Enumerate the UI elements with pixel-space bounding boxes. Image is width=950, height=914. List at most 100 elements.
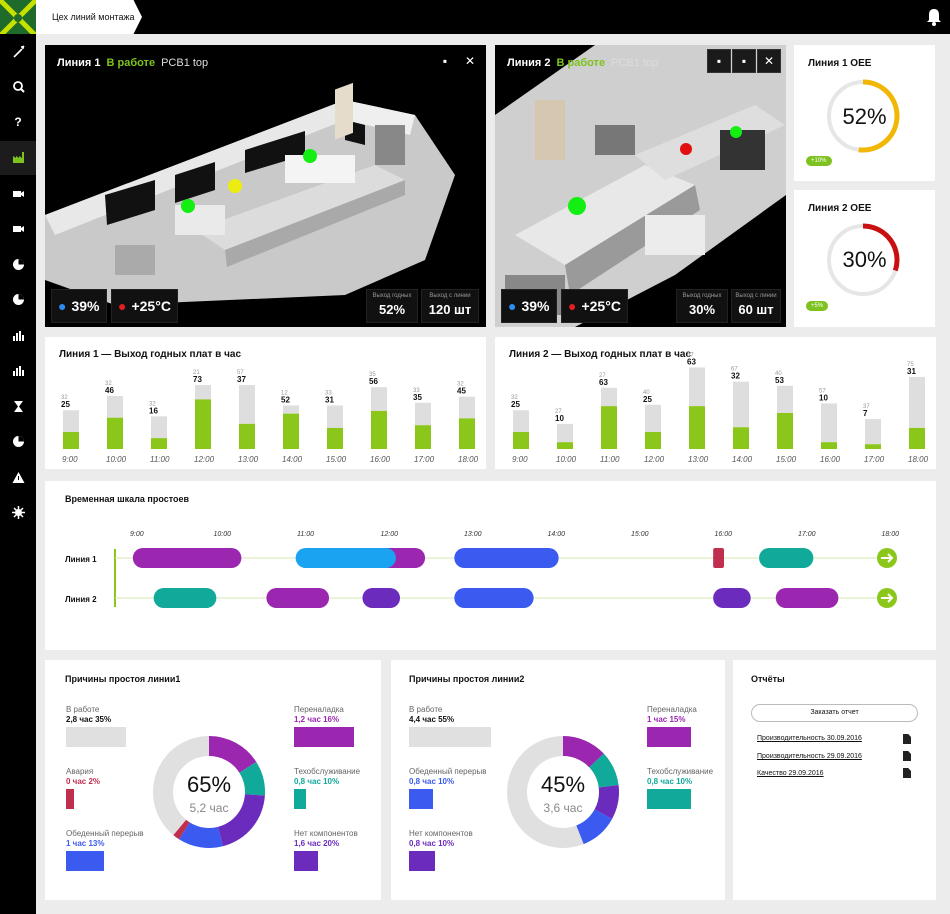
chart-title: Линия 2 — Выход годных плат в час [509,349,692,360]
oee-gauge [827,79,900,153]
sidebar-item-search[interactable] [0,70,36,104]
close-icon[interactable]: ✕ [757,49,781,73]
x-tick-label: 11:00 [600,455,620,464]
sidebar-item-magic-wand[interactable] [0,34,36,68]
sidebar-item-bar-chart[interactable] [0,318,36,352]
search-icon [12,81,25,93]
bar-good [689,406,705,449]
sidebar-item-camera[interactable] [0,212,36,246]
bar-total [239,385,255,424]
sidebar-item-camera[interactable] [0,176,36,210]
temperature-stat: ● +25°C [561,289,628,323]
sidebar-item-warning[interactable] [0,460,36,494]
bar-total-label: 33 [413,388,420,394]
bar-good-label: 16 [149,406,158,415]
sidebar-item-pie-chart[interactable] [0,247,36,281]
camera-icon [12,226,24,232]
bar-good [371,410,387,449]
oee-gauge [827,223,900,296]
x-tick-label: 18:00 [908,455,929,464]
camera-icon[interactable]: ▪ [732,49,756,73]
downtime-segment[interactable] [132,548,242,568]
machine-status-dot[interactable] [730,126,742,138]
donut-slice [594,784,619,819]
bar-good [63,432,79,449]
sidebar-item-help[interactable]: ? [0,105,36,139]
arrow-right-icon-glyph [881,593,894,603]
legend-name: Переналадка [647,705,697,714]
line-program: PCB1 top [611,57,659,69]
downtime-segment[interactable] [759,548,814,568]
x-tick-label: 9:00 [62,455,78,464]
hour-label: 16:00 [715,531,733,538]
report-link[interactable]: Производительность 29.09.2016 [757,753,862,760]
document-icon[interactable] [903,751,911,761]
machine-status-dot[interactable] [680,143,692,155]
camera-icon[interactable]: ▪ [707,49,731,73]
oee-value: 52% [842,104,887,129]
x-tick-label: 10:00 [106,455,127,464]
machine-status-dot[interactable] [228,179,242,193]
camera-icon[interactable]: ▪ [433,49,457,73]
order-report-button[interactable]: Заказать отчет [751,704,918,722]
machine-status-dot[interactable] [568,197,586,215]
bar-total-label: 32 [61,395,68,401]
close-icon[interactable]: ✕ [458,49,482,73]
hour-label: 15:00 [631,531,649,538]
legend-value: 2,8 час 35% [66,715,112,724]
bar-good-label: 45 [457,387,466,396]
machine-status-dot[interactable] [303,149,317,163]
legend-value: 1 час 13% [66,839,105,848]
thermometer-icon: ● [568,298,577,314]
x-tick-label: 16:00 [370,455,391,464]
line-output-label: Выход с линии [429,293,471,299]
bar-good-label: 25 [511,400,520,409]
downtime-donut [507,736,619,848]
downtime-segment[interactable] [454,588,534,608]
document-icon[interactable] [903,768,911,778]
timeline-chart: 9:00 10:00 11:00 12:00 13:00 14:00 15:00 16:00 1… [65,531,899,608]
sidebar-item-pie-chart[interactable] [0,425,36,459]
x-tick-label: 15:00 [776,455,797,464]
downtime-segment[interactable] [713,588,751,608]
bar-good-label: 10 [555,414,564,423]
bar-total-label: 40 [643,390,650,396]
bar-total-label: 27 [555,409,562,415]
legend-name: Нет компонентов [294,829,358,838]
document-icon[interactable] [903,734,911,744]
downtime-segment[interactable] [362,588,401,608]
bar-good [459,418,475,449]
report-link[interactable]: Производительность 30.09.2016 [757,735,862,742]
machine-status-dot[interactable] [181,199,195,213]
x-tick-label: 18:00 [458,455,479,464]
downtime-title: Причины простоя линии2 [409,674,525,684]
line-output-stat: Выход с линии 60 шт [731,289,781,323]
sidebar-item-bar-chart[interactable] [0,354,36,388]
report-link[interactable]: Качество 29.09.2016 [757,770,824,777]
legend-value: 0,8 час 10% [647,777,693,786]
sidebar-item-settings[interactable] [0,496,36,530]
bar-good [777,412,793,449]
bar-total-label: 32 [105,381,112,387]
sidebar-item-hourglass[interactable] [0,389,36,423]
downtime-segment[interactable] [153,588,217,608]
legend-swatch [66,851,104,871]
downtime-segment[interactable] [266,588,330,608]
bar-good [151,438,167,449]
bar-total [371,387,387,411]
downtime-segment[interactable] [713,548,725,568]
hourglass-icon [13,400,23,412]
downtime-segment[interactable] [295,548,396,568]
pie-chart-icon [12,294,24,305]
x-tick-label: 12:00 [644,455,665,464]
breadcrumb[interactable]: Цех линий монтажа [36,0,142,34]
downtime-segment[interactable] [454,548,559,568]
sidebar: ? [0,34,36,914]
downtime-segment[interactable] [775,588,839,608]
bell-icon[interactable] [924,7,944,27]
app-logo[interactable] [0,0,36,36]
sidebar-item-factory[interactable] [0,140,36,175]
sidebar-item-pie-chart[interactable] [0,283,36,317]
